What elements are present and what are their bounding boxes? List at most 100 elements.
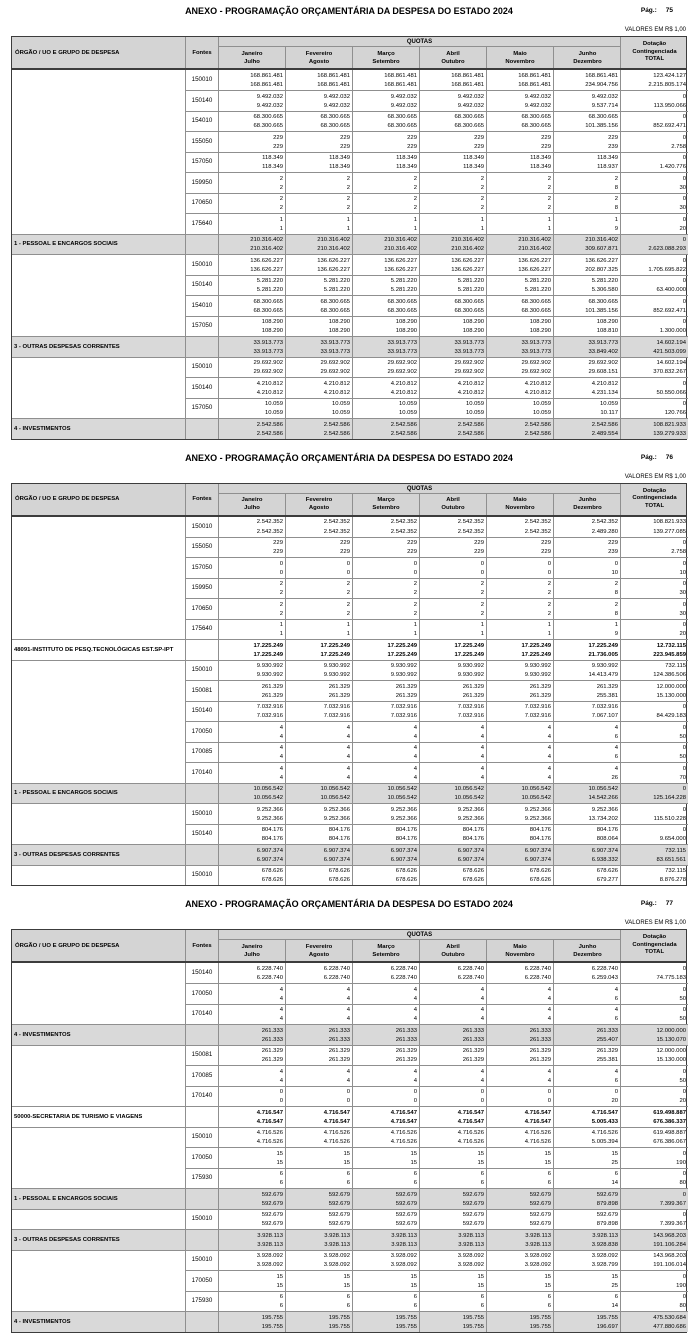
- quota-value-top: 118.349: [262, 155, 283, 161]
- quota-value-top: 5.281.220: [256, 278, 283, 284]
- quota-cell: 9.930.992 9.930.992: [219, 659, 286, 680]
- dotacao-total-value: 20: [679, 631, 686, 637]
- quota-value-bottom: 2.489.280: [591, 528, 618, 535]
- dotacao-cell: 0 113.950.066: [621, 90, 688, 111]
- quota-cell: 229 229: [219, 536, 286, 557]
- quota-value-top: 9.252.366: [390, 806, 417, 813]
- quota-cell: 33.913.773 33.913.773: [219, 336, 286, 357]
- quota-value-bottom: 1: [547, 225, 551, 232]
- quota-value-top: 136.626.227: [317, 257, 350, 264]
- quota-value-bottom: 68.300.665: [320, 307, 350, 314]
- quota-value-bottom: 20: [611, 1098, 618, 1104]
- quota-value-top: 9.930.992: [390, 663, 417, 669]
- quota-value-bottom: 5.281.220: [390, 287, 417, 293]
- fonte-cell: 150140: [186, 90, 219, 111]
- quota-value-top: 15: [276, 1273, 283, 1280]
- dotacao-cell: 143.968.203 191.106.284: [621, 1229, 688, 1250]
- quota-value-top: 68.300.665: [454, 298, 484, 305]
- dotacao-contingenciada-value: 0: [682, 1294, 686, 1300]
- dotacao-cell: 0 50: [621, 1003, 688, 1025]
- quota-cell: 261.333 261.333: [286, 1024, 353, 1045]
- table-body: 150010 168.861.481 168.861.481 168.861.481 1…: [12, 70, 688, 439]
- quota-cell: 6.228.740 6.228.740: [219, 963, 286, 983]
- fonte-cell: 175930: [186, 1167, 219, 1188]
- quota-value-bottom: 210.316.402: [384, 246, 417, 252]
- quota-cell: 229 229: [286, 131, 353, 152]
- quota-value-top: 4: [279, 986, 283, 993]
- quota-value-top: 9.930.992: [524, 663, 551, 669]
- dotacao-total-value: 125.164.228: [653, 795, 686, 801]
- values-note: VALORES EM R$ 1,00: [624, 27, 686, 33]
- quota-value-bottom: 4: [480, 1077, 484, 1084]
- fonte-cell: 170050: [186, 1270, 219, 1291]
- dotacao-total-value: 191.106.014: [653, 1262, 686, 1268]
- quota-value-bottom: 239: [608, 143, 618, 150]
- quota-value-top: 261.329: [261, 1048, 283, 1054]
- dotacao-cell: 0 30: [621, 577, 688, 599]
- quota-cell: 136.626.227 202.807.325: [554, 254, 621, 275]
- org-total-row: 50000-SECRETARIA DE TURISMO E VIAGENS 4.7…: [12, 1106, 688, 1127]
- quota-value-bottom: 2.542.586: [524, 430, 551, 437]
- dotacao-cell: 14.602.194 421.503.099: [621, 336, 688, 357]
- quota-cell: 29.692.902 29.692.902: [219, 356, 286, 377]
- quota-cell: 3.928.113 3.928.113: [286, 1229, 353, 1250]
- org-label-cell: [12, 536, 186, 557]
- quota-value-top: 2.542.352: [591, 519, 618, 525]
- quota-value-top: 2: [279, 196, 283, 202]
- page-number: 77: [665, 900, 673, 907]
- quota-value-bottom: 6: [279, 1303, 283, 1309]
- fonte-cell: [186, 1106, 219, 1127]
- quota-value-bottom: 5.281.220: [524, 287, 551, 293]
- dotacao-contingenciada-value: 732.115: [665, 868, 686, 874]
- quota-value-top: 9.930.992: [457, 663, 484, 669]
- dotacao-cell: 0 7.399.367: [621, 1208, 688, 1230]
- quota-value-bottom: 2: [413, 610, 417, 617]
- quota-value-bottom: 10.059: [398, 410, 417, 416]
- table-row: 170650 2 2 2 2 2 2 2 2 2 2 2 8 0 30: [12, 598, 688, 619]
- quota-value-bottom: 68.300.665: [387, 307, 417, 314]
- quota-value-top: 4: [547, 765, 551, 772]
- dotacao-total-value: 421.503.099: [653, 348, 686, 355]
- quota-value-top: 804.176: [596, 827, 618, 833]
- quota-value-bottom: 4: [547, 754, 551, 760]
- quota-value-bottom: 68.300.665: [521, 123, 551, 129]
- quota-value-top: 229: [474, 134, 484, 141]
- group-total-row: 3 - OUTRAS DESPESAS CORRENTES 3.928.113 3.…: [12, 1229, 688, 1250]
- quotas-header: QUOTAS: [219, 37, 620, 47]
- quota-value-top: 15: [544, 1150, 551, 1157]
- quota-cell: 68.300.665 68.300.665: [487, 110, 554, 131]
- dotacao-total-value: 7.399.367: [659, 1221, 686, 1227]
- quota-value-top: 136.626.227: [250, 257, 283, 264]
- quota-cell: 804.176 808.064: [554, 823, 621, 844]
- quota-value-bottom: 15: [477, 1282, 484, 1289]
- quota-value-bottom: 17.225.249: [387, 651, 417, 658]
- quota-value-bottom: 2.542.352: [390, 528, 417, 535]
- quota-value-bottom: 15: [410, 1282, 417, 1289]
- quota-value-top: 68.300.665: [588, 298, 618, 305]
- dotacao-cell: 0 50: [621, 1065, 688, 1086]
- dotacao-contingenciada-value: 0: [682, 401, 686, 407]
- org-label-cell: [12, 70, 186, 90]
- quota-value-bottom: 4: [346, 1077, 350, 1084]
- page-header: ANEXO - PROGRAMAÇÃO ORÇAMENTÁRIA DA DESP…: [11, 899, 687, 912]
- quota-value-bottom: 592.679: [328, 1200, 350, 1207]
- quota-value-top: 6: [614, 1294, 618, 1300]
- dotacao-total-value: 852.692.471: [653, 307, 686, 314]
- quota-value-bottom: 9.492.032: [323, 102, 350, 109]
- quota-value-top: 210.316.402: [317, 237, 350, 243]
- dotacao-total-value: 9.654.000: [659, 836, 686, 842]
- quota-cell: 229 229: [487, 131, 554, 152]
- quota-value-top: 9.930.992: [323, 663, 350, 669]
- dotacao-contingenciada-value: 0: [682, 319, 686, 325]
- org-label-cell: [12, 1126, 186, 1147]
- quota-value-top: 0: [413, 560, 417, 567]
